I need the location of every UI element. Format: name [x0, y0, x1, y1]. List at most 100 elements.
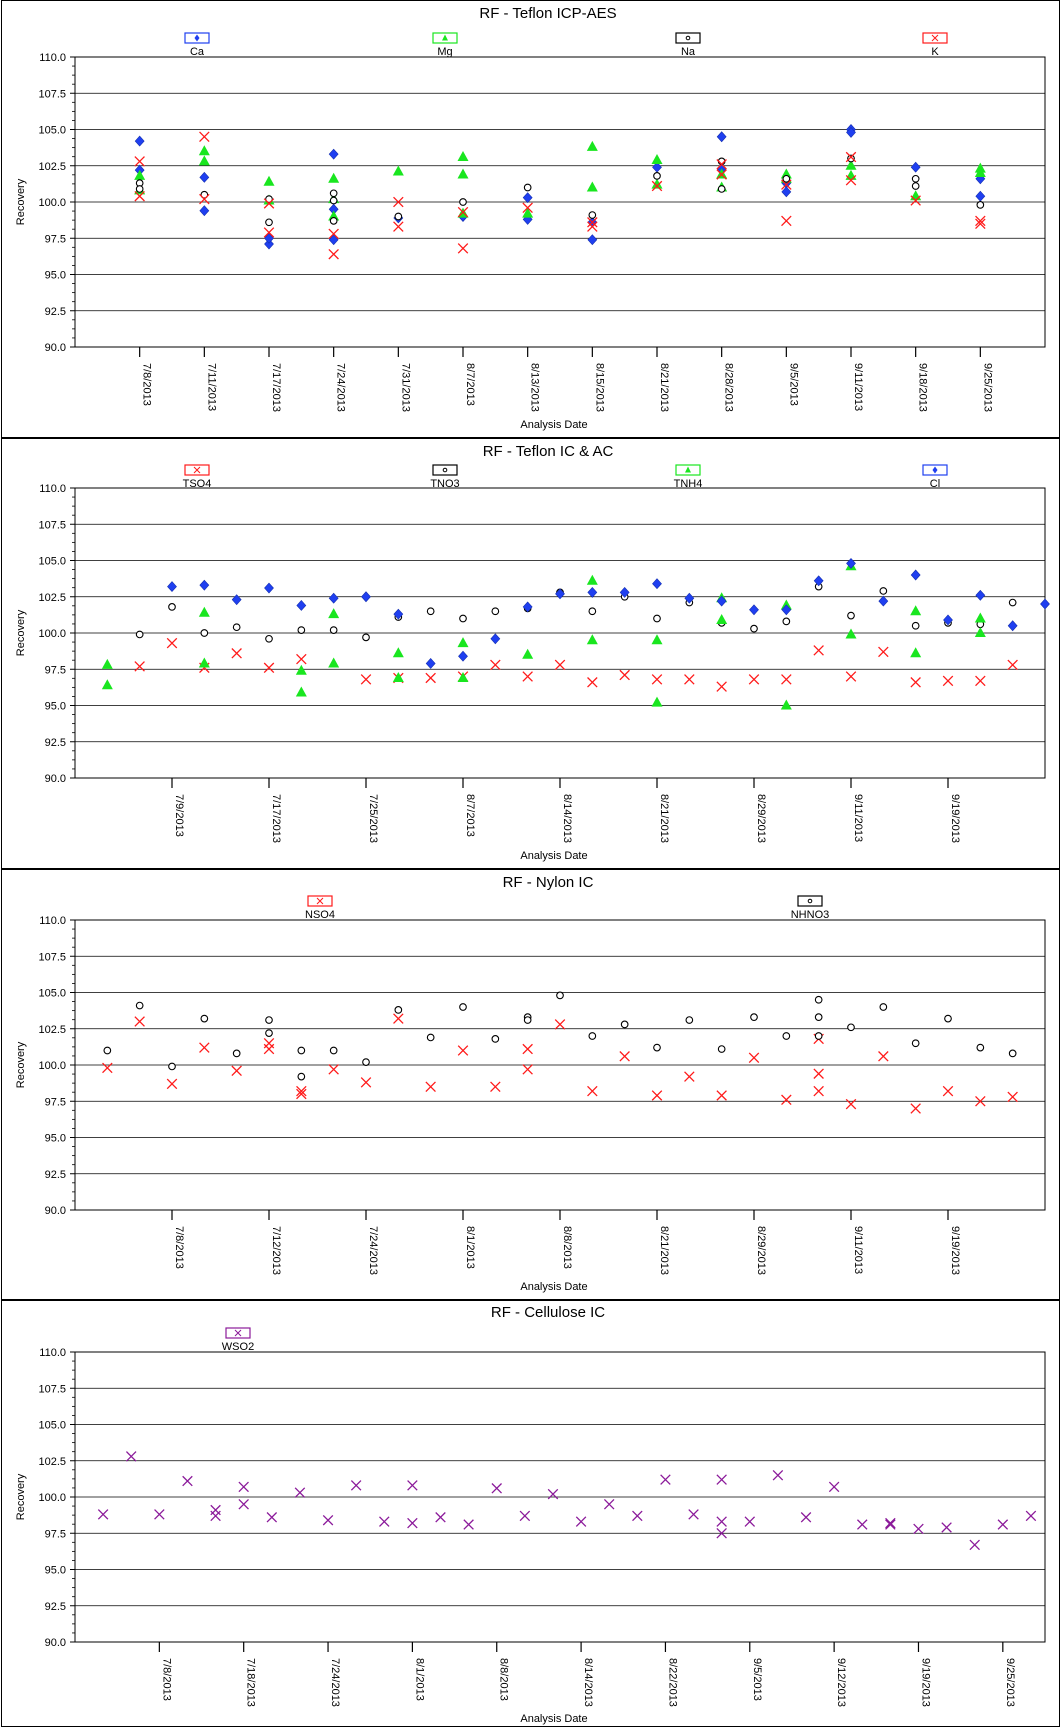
y-tick-label: 107.5 [38, 1383, 66, 1395]
data-point [910, 569, 921, 581]
data-point [435, 1512, 446, 1523]
panel-teflon-ic-ac: 90.0 92.5 95.0 97.5 100.0 102.5 105.0 107.5 110.… [1, 438, 1060, 869]
data-point [943, 614, 953, 626]
data-point [329, 626, 338, 634]
data-point [522, 202, 533, 214]
data-point [523, 1016, 532, 1024]
data-point [522, 192, 533, 204]
series-nso4 [102, 1013, 1018, 1114]
data-point [845, 159, 857, 170]
data-point [846, 126, 856, 138]
x-tick-label: 8/7/2013 [464, 363, 476, 406]
data-point [586, 181, 598, 192]
data-point [800, 1512, 812, 1523]
series-cl [167, 557, 1050, 669]
data-point [522, 648, 534, 659]
data-point [265, 1016, 273, 1024]
y-tick-label: 95.0 [45, 701, 66, 713]
data-point [772, 1469, 784, 1481]
panel-teflon-icp-aes: 90.0 92.5 95.0 97.5 100.0 102.5 105.0 107.5 110.… [1, 0, 1060, 438]
data-point [265, 218, 273, 227]
data-point [154, 1509, 165, 1520]
data-point [135, 1001, 144, 1010]
data-point [296, 1088, 307, 1100]
x-tick-label: 7/17/2013 [270, 794, 282, 843]
x-tick-label: 7/8/2013 [141, 363, 153, 406]
data-point [328, 1064, 339, 1075]
data-point [297, 1072, 306, 1081]
series-tno3 [135, 582, 1017, 643]
chart-title: RF - Nylon IC [503, 874, 594, 891]
data-point [407, 1517, 418, 1529]
data-point [265, 634, 273, 643]
chart-title: RF - Teflon IC & AC [483, 443, 614, 460]
legend-label: NHNO3 [791, 909, 830, 921]
data-point [457, 243, 469, 254]
data-point [814, 995, 823, 1004]
data-point [910, 1103, 921, 1114]
data-point [575, 1516, 587, 1527]
data-point [328, 172, 340, 183]
data-point [813, 1085, 824, 1097]
data-point [845, 671, 857, 682]
data-point [101, 658, 113, 669]
x-tick-label: 7/12/2013 [270, 1226, 282, 1275]
y-tick-label: 90.0 [45, 1205, 66, 1217]
data-point [781, 179, 792, 190]
legend-item: Ca [184, 32, 210, 58]
data-point [426, 1033, 435, 1042]
data-point [910, 195, 921, 206]
data-point [265, 195, 273, 203]
data-point [845, 628, 857, 639]
legend-label: Ca [190, 46, 205, 58]
data-point [911, 621, 920, 630]
data-point [458, 650, 468, 662]
data-point [587, 1085, 598, 1097]
x-tick-label: 8/28/2013 [723, 363, 735, 412]
data-point [522, 671, 533, 682]
data-point [781, 215, 792, 227]
legend-label: TNH4 [674, 478, 703, 490]
data-point [199, 1042, 210, 1053]
data-point [781, 674, 792, 685]
data-point [296, 1085, 307, 1097]
data-point [393, 608, 404, 620]
data-point [586, 634, 598, 645]
data-point [1040, 598, 1050, 610]
y-tick-label: 102.5 [38, 1456, 66, 1468]
data-point [913, 1523, 924, 1535]
data-point [1007, 1091, 1018, 1103]
data-point [976, 201, 985, 209]
data-point [975, 215, 986, 227]
data-point [166, 637, 178, 649]
x-tick-label: 8/1/2013 [464, 1226, 476, 1269]
data-point [490, 1081, 501, 1093]
data-point [361, 591, 371, 603]
data-point [847, 154, 855, 163]
data-point [587, 677, 598, 688]
data-point [97, 1509, 109, 1520]
data-point [263, 662, 275, 674]
data-point [134, 169, 146, 180]
data-point [329, 217, 338, 225]
data-point [813, 1068, 824, 1079]
data-point [716, 131, 727, 143]
y-tick-label: 102.5 [38, 1024, 66, 1036]
data-point [587, 221, 598, 232]
data-point [263, 198, 275, 209]
data-point [360, 1077, 372, 1088]
x-tick-label: 8/29/2013 [755, 794, 767, 843]
data-point [392, 165, 404, 176]
data-point [297, 1046, 306, 1055]
data-point [166, 1078, 178, 1090]
chart-title: RF - Teflon ICP-AES [479, 5, 616, 22]
data-point [457, 1045, 469, 1056]
y-tick-label: 90.0 [45, 773, 66, 785]
data-point [199, 205, 210, 217]
data-point [748, 674, 760, 685]
legend-item: WSO2 [222, 1327, 254, 1353]
data-point [828, 1481, 840, 1493]
data-point [651, 178, 663, 189]
data-point [459, 1003, 467, 1011]
data-point [519, 1510, 531, 1522]
